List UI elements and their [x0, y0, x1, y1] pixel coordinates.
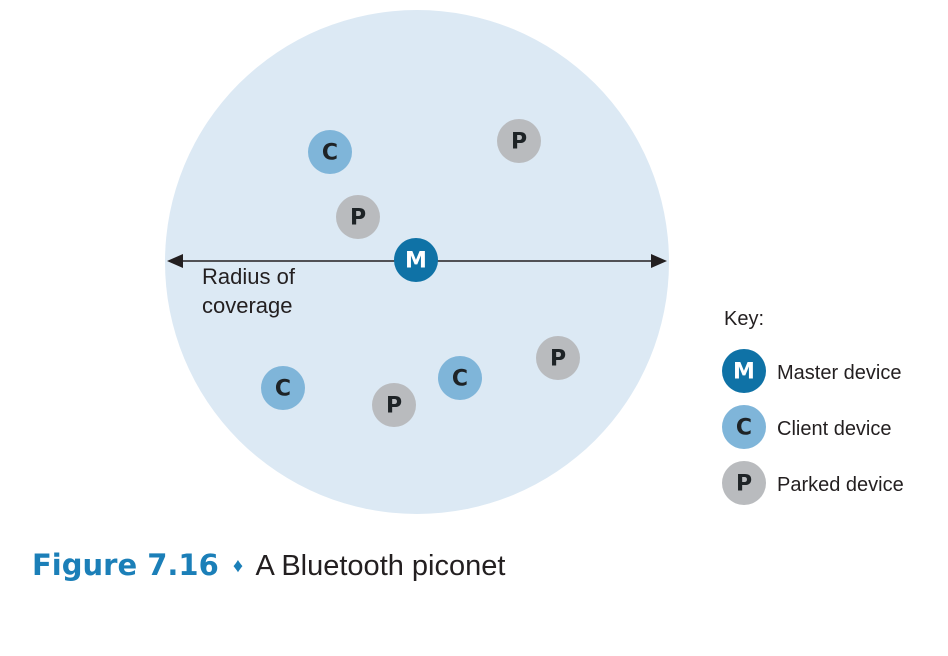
radius-label-line1: Radius of: [202, 264, 296, 289]
parked-device-node: P: [372, 383, 416, 427]
parked-device-node: P: [536, 336, 580, 380]
legend-item-master: M Master device: [722, 349, 902, 393]
arrow-head-right: [651, 254, 667, 268]
client-device-node: C: [438, 356, 482, 400]
figure-title: A Bluetooth piconet: [255, 550, 506, 582]
svg-text:M: M: [733, 360, 755, 385]
arrow-head-left: [167, 254, 183, 268]
svg-text:C: C: [275, 377, 291, 402]
parked-icon: [722, 461, 766, 505]
legend-label-client: Client device: [777, 418, 892, 440]
legend-item-parked: P Parked device: [722, 461, 904, 505]
radius-label-line2: coverage: [202, 293, 293, 318]
svg-text:P: P: [736, 472, 752, 497]
legend-label-parked: Parked device: [777, 474, 904, 496]
svg-text:M: M: [405, 249, 427, 274]
parked-device-node: P: [497, 119, 541, 163]
master-icon: [722, 349, 766, 393]
parked-device-node: P: [336, 195, 380, 239]
legend-item-client: C Client device: [722, 405, 892, 449]
svg-text:P: P: [386, 394, 402, 419]
figure-caption: Figure 7.16 ♦ A Bluetooth piconet: [32, 548, 505, 583]
svg-text:C: C: [452, 367, 468, 392]
svg-text:P: P: [550, 347, 566, 372]
legend: Key: M Master device C Client device P P…: [722, 308, 904, 505]
svg-text:C: C: [736, 416, 752, 441]
legend-label-master: Master device: [777, 362, 902, 384]
svg-text:P: P: [350, 206, 366, 231]
master-device-node: M: [394, 238, 438, 282]
caption-separator: ♦: [232, 555, 244, 577]
svg-text:P: P: [511, 130, 527, 155]
client-icon: [722, 405, 766, 449]
client-device-node: C: [308, 130, 352, 174]
client-device-node: C: [261, 366, 305, 410]
figure-number: Figure 7.16: [32, 548, 219, 582]
svg-text:C: C: [322, 141, 338, 166]
legend-title: Key:: [724, 308, 764, 330]
